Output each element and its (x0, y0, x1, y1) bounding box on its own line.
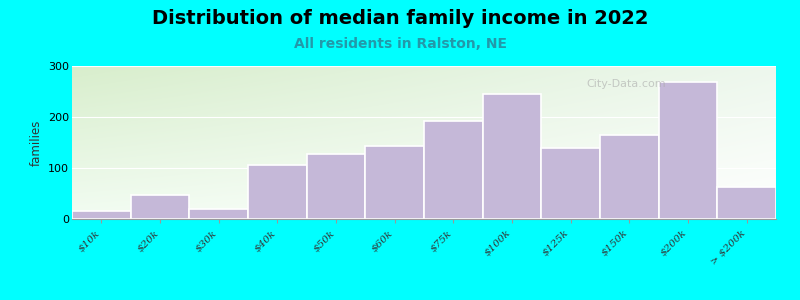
Bar (248, 165, 306, 219)
Bar (130, 195, 190, 219)
Y-axis label: families: families (30, 119, 42, 166)
Bar (366, 146, 424, 219)
Bar (542, 148, 600, 219)
Bar (600, 135, 658, 219)
Bar (306, 154, 366, 219)
Text: Distribution of median family income in 2022: Distribution of median family income in … (152, 9, 648, 28)
Bar (424, 121, 482, 219)
Text: All residents in Ralston, NE: All residents in Ralston, NE (294, 38, 506, 52)
Bar (658, 82, 718, 219)
Bar (718, 188, 776, 219)
Bar (72, 211, 130, 219)
Bar (190, 209, 248, 219)
Text: City-Data.com: City-Data.com (586, 80, 666, 89)
Bar (482, 94, 542, 219)
